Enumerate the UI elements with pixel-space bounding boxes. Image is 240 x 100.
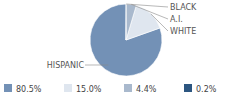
legend-swatch	[184, 84, 192, 92]
leader-line	[151, 14, 168, 31]
legend-label: 4.4%	[136, 85, 157, 94]
legend-label: 15.0%	[76, 85, 102, 94]
legend: 80.5% 15.0% 4.4% 0.2%	[4, 84, 217, 94]
legend-label: 0.2%	[196, 85, 217, 94]
leader-line	[85, 64, 108, 65]
slice-label: WHITE	[170, 27, 196, 36]
legend-label: 80.5%	[16, 85, 42, 94]
slice-label: BLACK	[170, 3, 197, 12]
pie-slice	[126, 4, 136, 40]
chart: BLACK A.I. WHITE HISPANIC 80.5% 15.0% 4.4% 0.2%	[0, 0, 240, 100]
legend-swatch	[64, 84, 72, 92]
leader-line	[131, 4, 168, 19]
leader-line	[126, 4, 168, 7]
slice-label: A.I.	[170, 15, 183, 24]
legend-swatch	[4, 84, 12, 92]
pie-slice	[126, 4, 127, 40]
legend-swatch	[124, 84, 132, 92]
slice-label: HISPANIC	[47, 61, 85, 70]
